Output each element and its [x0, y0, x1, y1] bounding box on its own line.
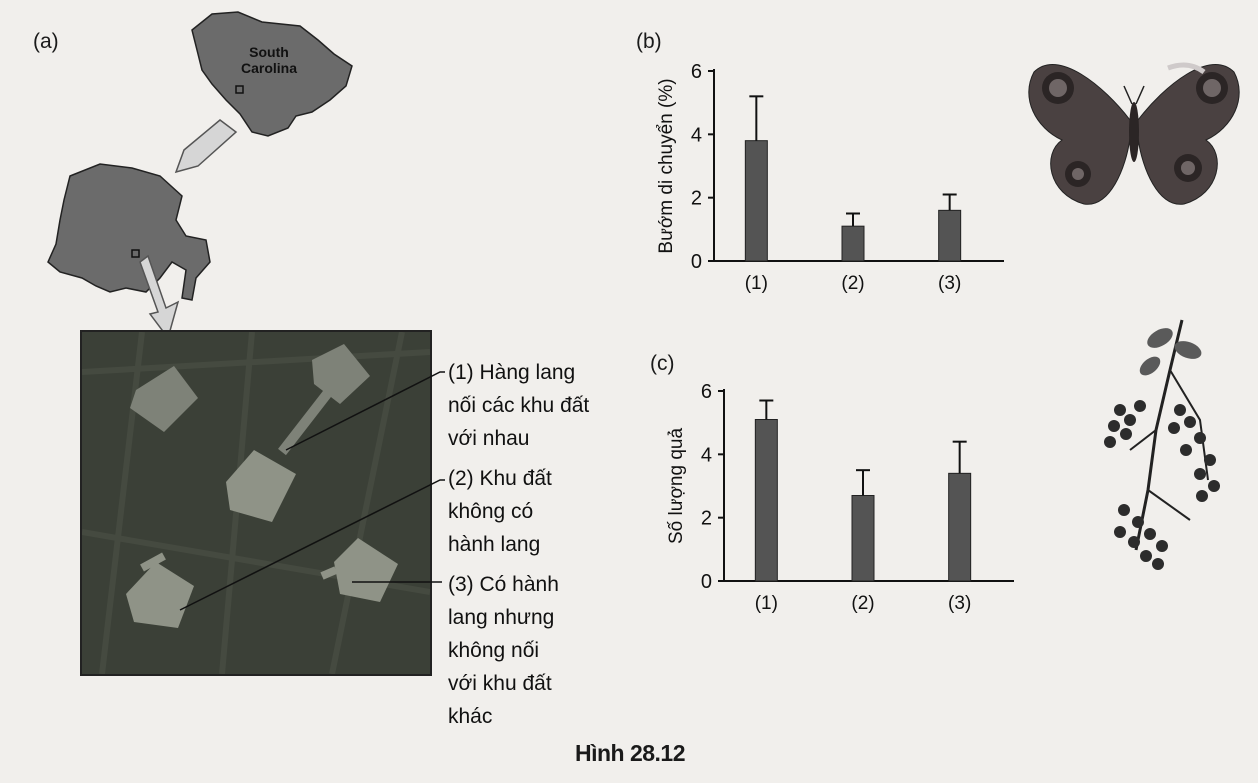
y-axis-label: Bướm di chuyển (%) [656, 78, 677, 253]
y-tick-label: 2 [701, 508, 712, 530]
caption-1-line: nối các khu đất [448, 394, 590, 417]
caption-1: (1) Hàng lang nối các khu đất với nhau [448, 356, 589, 455]
zoom-arrow-2-head [139, 254, 180, 340]
aerial-photo-svg [81, 331, 431, 675]
bar [851, 495, 875, 582]
x-tick-label: (3) [938, 273, 961, 294]
bar [938, 209, 962, 262]
berry-branch-icon [1104, 319, 1220, 570]
panel-label-a: (a) [33, 30, 59, 53]
x-tick-label: (1) [755, 593, 778, 614]
zoom-arrow-1-head [174, 119, 238, 174]
caption-2: (2) Khu đất không có hành lang [448, 462, 552, 561]
map-illustration [47, 11, 353, 340]
location-marker [235, 85, 244, 94]
x-tick-label: (2) [851, 593, 874, 614]
leader-line-1 [285, 371, 445, 451]
x-tick-label: (3) [948, 593, 971, 614]
x-tick-label: (2) [841, 273, 864, 294]
y-tick-label: 0 [701, 571, 712, 593]
map-state-label-line2: Carolina [240, 60, 297, 76]
site-map [47, 163, 211, 301]
patch-center [226, 450, 296, 522]
caption-3-line: khác [448, 705, 493, 728]
x-tick-label: (1) [745, 273, 768, 294]
bar [948, 472, 972, 582]
patch-top-right [312, 344, 370, 404]
aerial-photo [80, 330, 432, 676]
chart-b: 0 2 4 6 Bướm di chuyển (%) (1) (2) (3) [656, 61, 1004, 294]
y-tick-label: 6 [701, 381, 712, 403]
caption-2-line: (2) Khu đất [448, 467, 552, 490]
caption-2-line: hành lang [448, 533, 541, 556]
caption-3-line: với khu đất [448, 672, 552, 695]
bar [754, 419, 778, 582]
y-tick-label: 2 [691, 188, 702, 210]
patch-top-left [130, 366, 198, 432]
map-state-label: South Carolina [226, 44, 312, 76]
caption-3-line: lang nhưng [448, 606, 555, 629]
y-tick-label: 4 [701, 444, 712, 466]
caption-1-line: (1) Hàng lang [448, 361, 576, 384]
bar [841, 225, 865, 262]
butterfly-icon [1028, 62, 1240, 205]
y-tick-label: 6 [691, 61, 702, 83]
patch-bottom-left [126, 562, 194, 628]
leader-line-2 [179, 479, 445, 611]
patch-bottom-right [334, 538, 398, 602]
y-tick-label: 0 [691, 251, 702, 273]
caption-3-line: không nối [448, 639, 540, 662]
panel-label-b: (b) [636, 30, 662, 53]
caption-3-line: (3) Có hành [448, 573, 559, 596]
y-tick-label: 4 [691, 124, 702, 146]
panel-label-c: (c) [650, 352, 675, 375]
caption-1-line: với nhau [448, 427, 530, 450]
y-axis-label: Số lượng quả [666, 428, 687, 544]
caption-3: (3) Có hành lang nhưng không nối với khu… [448, 568, 559, 733]
chart-c: 0 2 4 6 Số lượng quả (1) (2) (3) [666, 381, 1014, 614]
figure-title: Hình 28.12 [574, 740, 686, 766]
site-marker [131, 249, 140, 258]
bar [744, 140, 768, 262]
map-state-label-line1: South [249, 44, 289, 60]
caption-2-line: không có [448, 500, 534, 523]
south-carolina-map [191, 11, 353, 137]
